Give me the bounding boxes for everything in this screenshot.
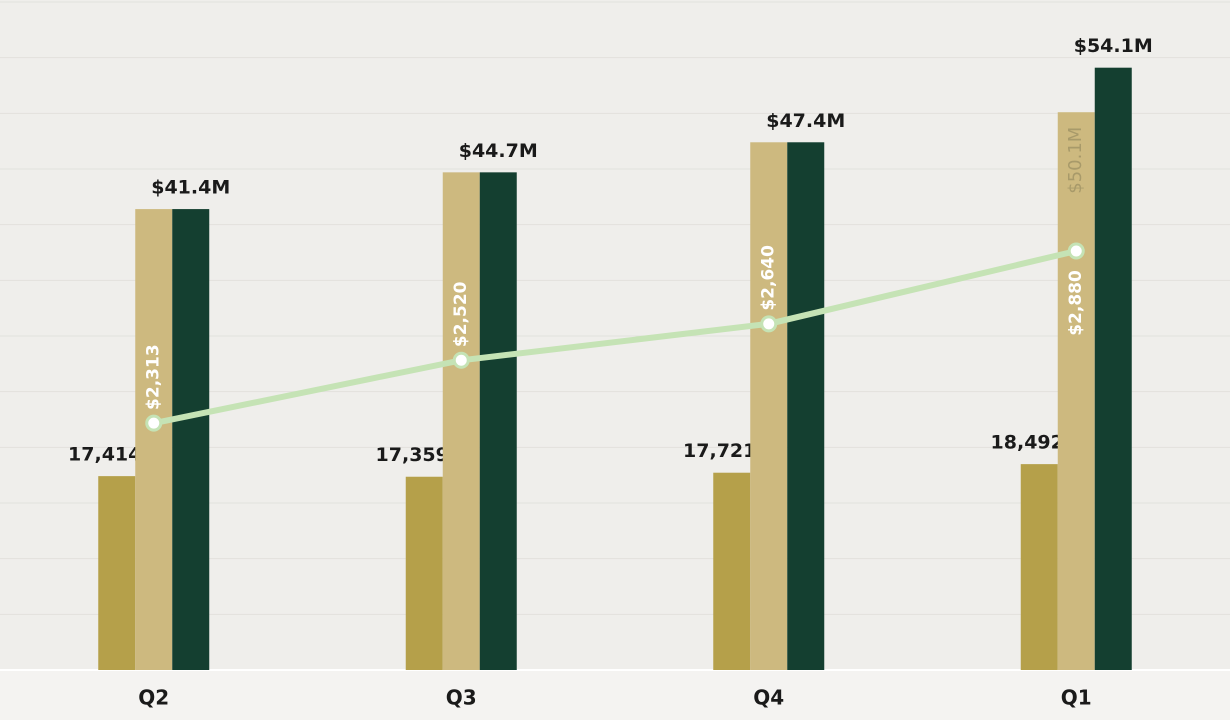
bar [713, 472, 751, 670]
bar [172, 209, 210, 670]
line-value-label: $2,640 [759, 245, 779, 311]
bar [1020, 464, 1058, 670]
bar [98, 476, 136, 670]
bar-value-label: $47.4M [766, 110, 845, 132]
line-value-label: $2,880 [1066, 270, 1086, 336]
bar-value-label: $44.7M [459, 140, 538, 162]
bar [135, 209, 173, 670]
x-tick-label: Q1 [1061, 686, 1092, 710]
bar [442, 172, 480, 670]
bar-value-label: $50.1M [1065, 127, 1086, 194]
bar [405, 476, 443, 670]
x-tick-label: Q3 [446, 686, 477, 710]
line-value-label: $2,313 [144, 344, 164, 410]
x-tick-label: Q2 [138, 686, 169, 710]
axis-band [0, 671, 1230, 720]
line [153, 248, 1077, 427]
line-point [452, 351, 470, 369]
bar [479, 172, 517, 670]
x-tick-label: Q4 [753, 686, 784, 710]
line-point [145, 414, 163, 432]
line-point [1067, 242, 1085, 260]
bar-value-label: $54.1M [1074, 35, 1153, 57]
bar [1057, 112, 1095, 671]
line-value-label: $2,520 [451, 281, 471, 347]
bar-value-label: $41.4M [151, 177, 230, 199]
line-point [760, 315, 778, 333]
bar [750, 142, 788, 670]
bar [787, 142, 825, 670]
bar [1094, 67, 1132, 671]
